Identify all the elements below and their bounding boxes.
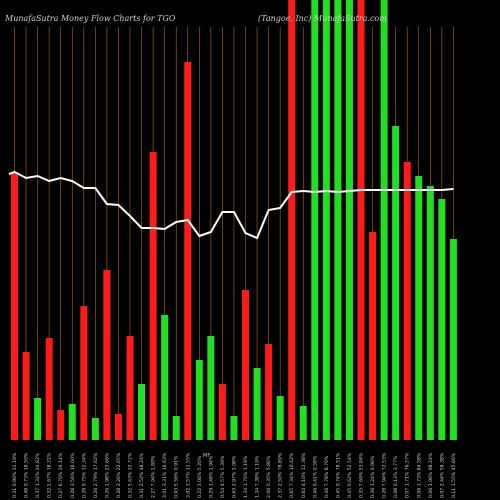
x-tick-label: 0.36 1.24% 0.96% — [370, 455, 376, 498]
flow-bar — [207, 336, 215, 440]
flow-bar — [126, 336, 134, 440]
x-tick-label: 0.45 0.62% 52.54% — [347, 452, 353, 498]
x-tick-label: 0.29 1.48% 1.94% — [208, 455, 214, 498]
x-tick-label: 0.26 1.98% 23.66% — [104, 452, 110, 498]
x-tick-label: 0.06 1.73% 84.58% — [416, 452, 422, 498]
flow-bar — [138, 384, 146, 440]
x-tick-label: 0.32 1.67% 18.31% — [47, 452, 53, 498]
flow-bar — [68, 404, 76, 440]
x-tick-label: 0.65 7.34% 10.42% — [289, 452, 295, 498]
flow-bar — [334, 0, 342, 440]
flow-bar — [80, 306, 88, 440]
flow-bar — [195, 360, 203, 440]
flow-bar — [114, 414, 122, 440]
x-tick-label: 0.93 5.56% 0.91% — [174, 455, 180, 498]
x-tick-label: 0.28 2.26% 22.65% — [116, 452, 122, 498]
x-tick-label: 0.45 0.74% 78.51% — [335, 452, 341, 498]
x-tick-label: 0.11 1.55% 45.86% — [451, 452, 457, 498]
x-tick-label: 0.35 7.69% 53.84% — [359, 452, 365, 498]
x-tick-label: 2.37 2.50% 78.89% — [278, 452, 284, 498]
x-tick-label: 0.26 2.79% 17.62% — [93, 452, 99, 498]
x-tick-label: 2.27 7.94% 1.80% — [151, 455, 157, 498]
x-tick-label: 0.31 2.52% 48.24% — [139, 452, 145, 498]
x-tick-label: 0.54 4.57% 5.39% — [220, 455, 226, 498]
x-tick-label: 0.63 2.97% 3.08% — [231, 455, 237, 498]
flow-bar — [403, 162, 411, 440]
flow-bar — [449, 239, 457, 440]
flow-bar — [299, 406, 307, 440]
x-tick-label: 0.06 1.96% 98.24% — [428, 452, 434, 498]
x-tick-label: 0.07 1.71% 76.57% — [405, 452, 411, 498]
flow-bar — [415, 176, 423, 440]
flow-bar — [172, 416, 180, 440]
flow-bar — [161, 315, 169, 440]
x-tick-label: 0.08 0.13% 3.77% — [393, 455, 399, 498]
x-tick-label: 0.46 7.78% 8.70% — [324, 455, 330, 498]
flow-bar — [265, 344, 273, 440]
x-tick-label: 0.28 9.75% 12.34% — [81, 452, 87, 498]
x-tick-label: 0.28 7.94% 72.53% — [382, 452, 388, 498]
flow-bar — [276, 396, 284, 440]
x-tick-label: 0.37 1.32% 34.82% — [35, 452, 41, 498]
flow-bar — [184, 62, 192, 440]
x-tick-label: 0.07 2.44% 58.38% — [439, 452, 445, 498]
chart-subtitle: (Tangoe, Inc) MunafaSutra.com — [258, 14, 387, 23]
x-tick-label: 0.46 0.41% 0.58% — [312, 455, 318, 498]
flow-bar — [253, 368, 261, 440]
flow-bar — [438, 199, 446, 440]
flow-bar — [380, 0, 388, 440]
flow-bar — [426, 186, 434, 440]
flow-bar — [357, 0, 365, 440]
x-tick-label: 0.28 3.56% 16.60% — [70, 452, 76, 498]
x-tick-label: 2.06 0.35% 5.86% — [266, 455, 272, 498]
flow-bar — [345, 0, 353, 440]
x-tick-label: 1.34 1.76% 1.19% — [243, 455, 249, 498]
x-tick-label: 0.48 0.73% 18.50% — [24, 452, 30, 498]
x-tick-label: 0.64 4.10% 12.38% — [301, 452, 307, 498]
x-tick-label: 1.34 7.38% 1.19% — [255, 455, 261, 498]
x-tick-label: 0.22 3.04% 5.20% — [197, 455, 203, 498]
x-tick-labels: 0.31 0.90% 31.19% 0.48 0.73% 18.50% 0.37 1… — [12, 452, 457, 498]
flow-bar — [369, 232, 377, 440]
flow-bar — [288, 0, 296, 440]
chart-title: MunafaSutra Money Flow Charts for TGO — [4, 14, 176, 23]
flow-bar — [242, 290, 249, 440]
x-tick-label: 0.32 5.43% 32.72% — [128, 452, 134, 498]
flow-bar — [311, 0, 319, 440]
flow-bar — [11, 172, 18, 440]
flow-bar — [322, 0, 330, 440]
x-tick-label: 0.31 0.90% 31.19% — [12, 452, 18, 498]
money-flow-line — [8, 170, 454, 240]
x-tick-label: 3.01 3.31% 16.63% — [162, 452, 168, 498]
flow-bar — [91, 418, 99, 440]
flow-bar — [218, 384, 226, 440]
flow-bar — [22, 352, 30, 440]
money-flow-bars — [11, 0, 457, 440]
flow-bar — [149, 152, 157, 440]
flow-bar — [34, 398, 42, 440]
flow-bar — [57, 410, 65, 440]
x-tick-label: 3.02 3.57% 11.55% — [185, 452, 191, 498]
flow-bar — [230, 416, 238, 440]
x-tick-label: 0.27 6.70% 26.14% — [58, 452, 64, 498]
flow-bar — [103, 270, 111, 440]
center-axis-label: MF — [203, 453, 210, 459]
flow-bar — [392, 126, 400, 440]
flow-bar — [45, 338, 53, 440]
